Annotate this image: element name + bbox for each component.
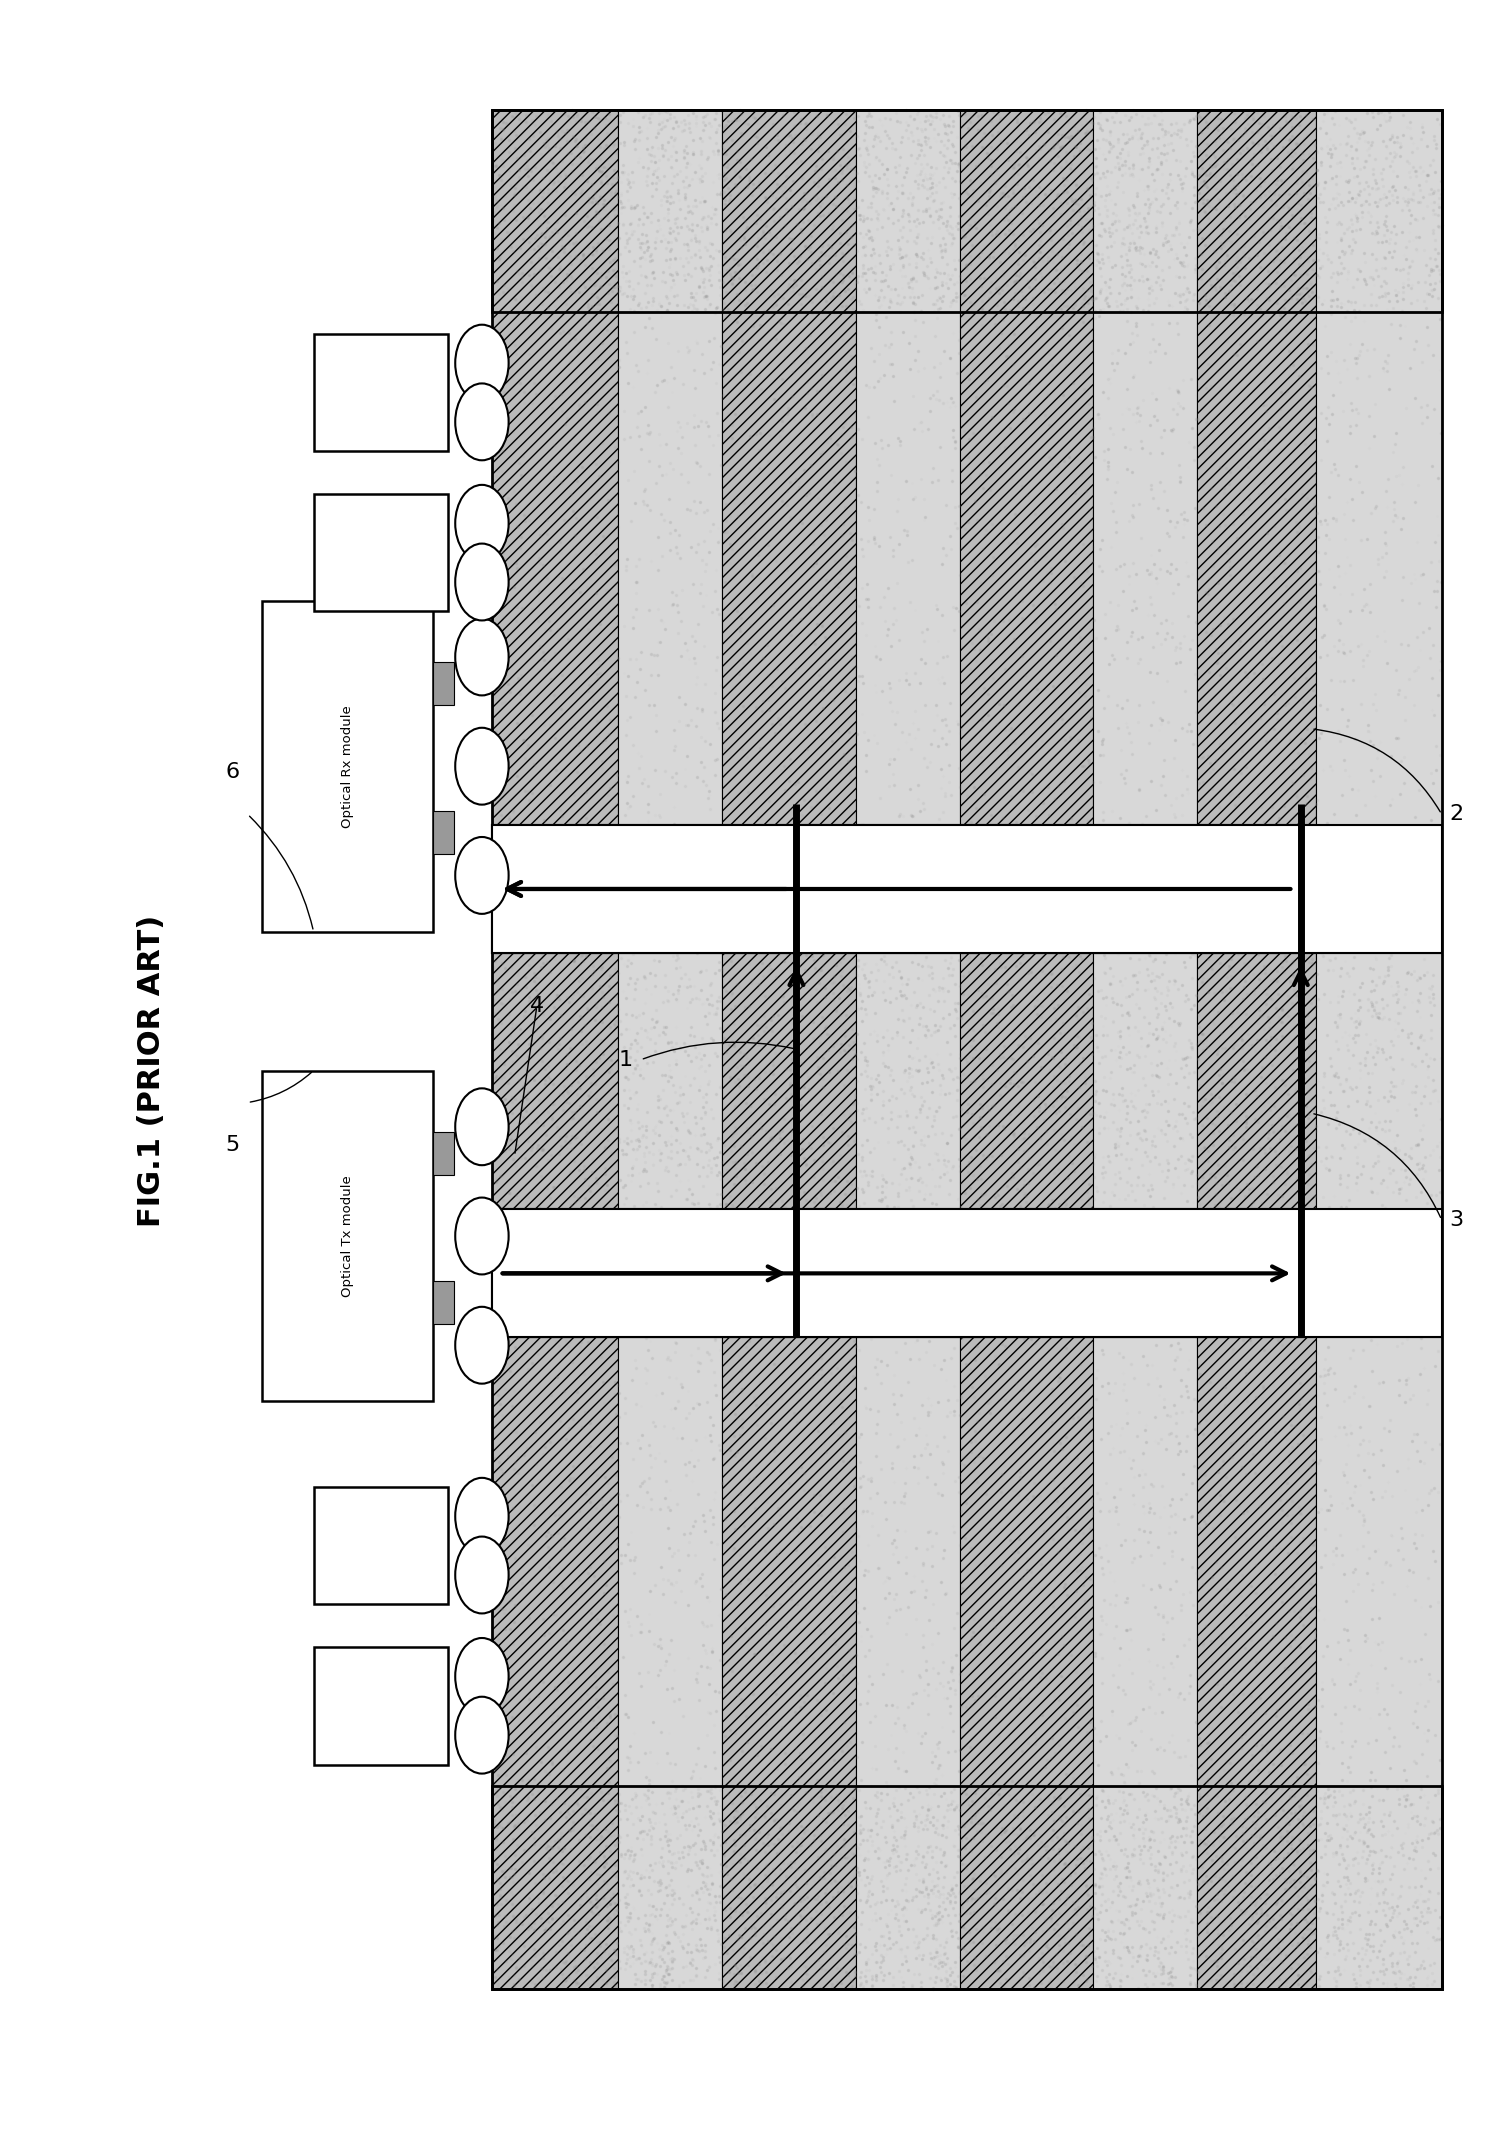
Circle shape [456,1088,509,1165]
Bar [493,824,1301,953]
Text: 3: 3 [1449,1210,1464,1229]
Bar [433,662,454,704]
Circle shape [456,484,509,561]
Circle shape [456,1306,509,1383]
Bar [1093,953,1197,1210]
Bar [1316,109,1441,824]
Circle shape [456,544,509,621]
Bar [1093,1786,1197,1989]
Bar [433,1133,454,1175]
Bar [1316,953,1441,1210]
Circle shape [456,383,509,460]
Bar [618,1786,722,1989]
Bar [1197,1338,1316,1989]
Bar [1197,1786,1316,1989]
Circle shape [456,325,509,403]
Text: 6: 6 [226,762,240,781]
Bar [722,109,856,313]
Text: FIG.1 (PRIOR ART): FIG.1 (PRIOR ART) [137,914,165,1227]
Bar [722,1338,856,1989]
Bar [493,1338,618,1989]
Bar [262,602,433,931]
Bar [314,495,448,612]
Bar [1093,1338,1197,1989]
Bar [493,109,1441,1989]
Bar [433,1280,454,1323]
Bar [493,1210,1301,1338]
Bar [856,953,959,1210]
Circle shape [456,1537,509,1614]
Bar [1316,1338,1441,1989]
Bar [722,109,856,824]
Bar [618,109,722,824]
Text: 1: 1 [619,1049,633,1070]
Bar [959,953,1093,1210]
Bar [493,109,618,824]
Bar [493,109,1441,313]
Bar [618,109,722,313]
Bar [856,1786,959,1989]
Bar [493,1210,1441,1338]
Bar [1197,109,1316,824]
Bar [856,1338,959,1989]
Bar [1197,109,1316,313]
Bar [722,1786,856,1989]
Bar [433,811,454,854]
Bar [1316,109,1441,313]
Text: Optical Rx module: Optical Rx module [341,704,354,829]
Bar [314,1646,448,1764]
Text: 5: 5 [226,1135,240,1156]
Bar [493,1786,1441,1989]
Bar [856,109,959,313]
Circle shape [456,728,509,805]
Bar [1197,953,1316,1210]
Bar [856,109,959,824]
Circle shape [456,619,509,696]
Bar [959,1786,1093,1989]
Bar [493,109,618,313]
Text: Optical Tx module: Optical Tx module [341,1175,354,1297]
Bar [722,953,856,1210]
Bar [1093,109,1197,313]
Bar [493,1786,618,1989]
Bar [493,953,618,1210]
Circle shape [456,1638,509,1715]
Text: 4: 4 [530,996,543,1017]
Bar [959,109,1093,824]
Circle shape [456,1696,509,1773]
Bar [1316,1786,1441,1989]
Bar [314,334,448,452]
Text: 2: 2 [1449,805,1464,824]
Bar [262,1070,433,1402]
Bar [493,824,1441,953]
Bar [618,1338,722,1989]
Circle shape [456,1477,509,1554]
Bar [314,1486,448,1604]
Bar [1093,109,1197,824]
Bar [618,953,722,1210]
Bar [959,109,1093,313]
Circle shape [456,837,509,914]
Bar [959,1338,1093,1989]
Circle shape [456,1197,509,1274]
